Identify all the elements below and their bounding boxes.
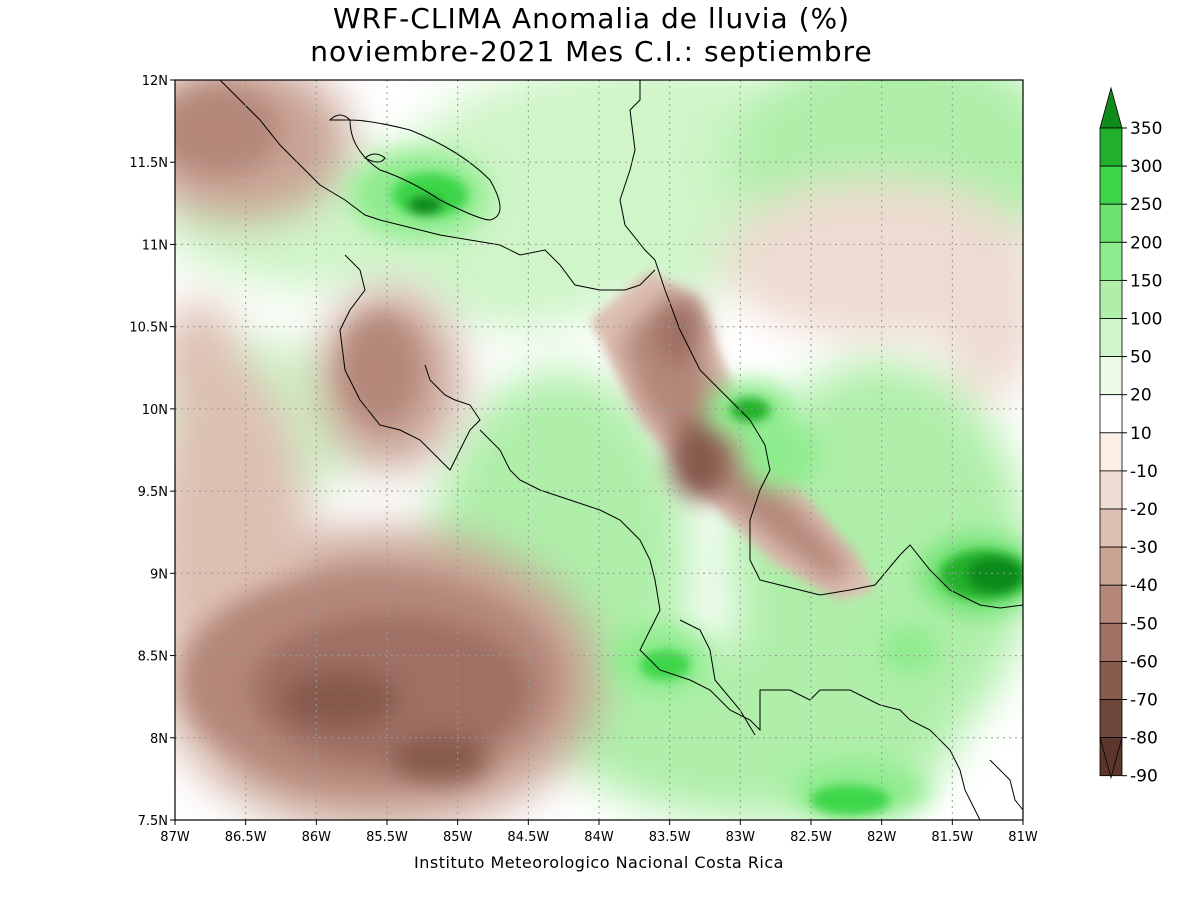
colorbar-bottom-arrow [1099,737,1123,780]
colorbar-label: 350 [1130,119,1162,139]
lon-tick-label: 83W [726,830,756,845]
lat-axis: 12N 11.5N 11N 10.5N 10N 9.5N 9N 8.5N 8N 7.5N [129,74,175,829]
lon-tick-label: 84.5W [507,830,549,845]
colorbar-label: -50 [1130,614,1158,634]
colorbar-swatch [1099,356,1123,396]
lat-tick-label: 12N [142,74,168,89]
colorbar-label: 200 [1130,233,1162,253]
colorbar-swatch [1099,165,1123,205]
colorbar-swatch [1099,394,1123,434]
colorbar-swatch [1099,127,1123,167]
colorbar-label: 250 [1130,195,1162,215]
lat-tick-label: 11.5N [129,156,168,171]
colorbar-swatch [1099,546,1123,586]
lon-tick-label: 85W [443,830,473,845]
lat-tick-label: 10.5N [129,321,168,336]
colorbar-label: -30 [1130,538,1158,558]
colorbar-swatch [1099,699,1123,738]
lon-tick-label: 86W [302,830,332,845]
lat-tick-label: 7.5N [138,814,168,829]
coastlines [219,80,1023,820]
colorbar-label: 100 [1130,310,1162,330]
lon-tick-label: 84W [584,830,614,845]
lon-tick-label: 87W [160,830,190,845]
colorbar-label: 150 [1130,271,1162,291]
colorbar-label: -20 [1130,500,1158,520]
colorbar: 350 300 250 200 150 100 50 20 10 -10 -20 -30 -40 -50 -… [1099,86,1162,787]
lon-tick-label: 81W [1008,830,1038,845]
lon-tick-label: 83.5W [649,830,691,845]
colorbar-label: -80 [1130,729,1158,749]
lon-axis: 87W 86.5W 86W 85.5W 85W 84.5W 84W 83.5W 83W 82.5W… [160,820,1038,845]
map-title-line2: noviembre-2021 Mes C.I.: septiembre [310,35,873,68]
colorbar-label: -60 [1130,652,1158,672]
colorbar-swatch [1099,622,1123,662]
lat-tick-label: 8N [150,732,168,747]
colorbar-label: 10 [1130,424,1152,444]
colorbar-label: 50 [1130,348,1152,368]
colorbar-swatch [1099,203,1123,243]
lon-tick-label: 85.5W [366,830,408,845]
map-title-line1: WRF-CLIMA Anomalia de lluvia (%) [332,2,851,35]
colorbar-label: -10 [1130,462,1158,482]
colorbar-swatch [1099,318,1123,357]
colorbar-label: 20 [1130,386,1152,406]
colorbar-swatch [1099,508,1123,548]
credit-text: Instituto Meteorologico Nacional Costa R… [414,853,784,872]
colorbar-label: -40 [1130,576,1158,596]
colorbar-swatch [1099,279,1123,319]
colorbar-swatch [1099,432,1123,472]
colorbar-label: -90 [1130,767,1158,787]
colorbar-top-arrow [1099,86,1123,129]
colorbar-label: -70 [1130,691,1158,711]
colorbar-swatch [1099,661,1123,700]
lon-tick-label: 86.5W [225,830,267,845]
anomaly-field [175,80,1023,820]
lon-tick-label: 82.5W [790,830,832,845]
colorbar-label: 300 [1130,157,1162,177]
colorbar-swatch [1099,470,1123,510]
colorbar-swatch [1099,584,1123,624]
lat-tick-label: 10N [142,403,168,418]
lat-tick-label: 9.5N [138,485,168,500]
lon-tick-label: 81.5W [931,830,973,845]
colorbar-swatch [1099,241,1123,281]
lat-tick-label: 11N [142,238,168,253]
lon-tick-label: 82W [867,830,897,845]
lat-tick-label: 8.5N [138,650,168,665]
lat-tick-label: 9N [150,567,168,582]
